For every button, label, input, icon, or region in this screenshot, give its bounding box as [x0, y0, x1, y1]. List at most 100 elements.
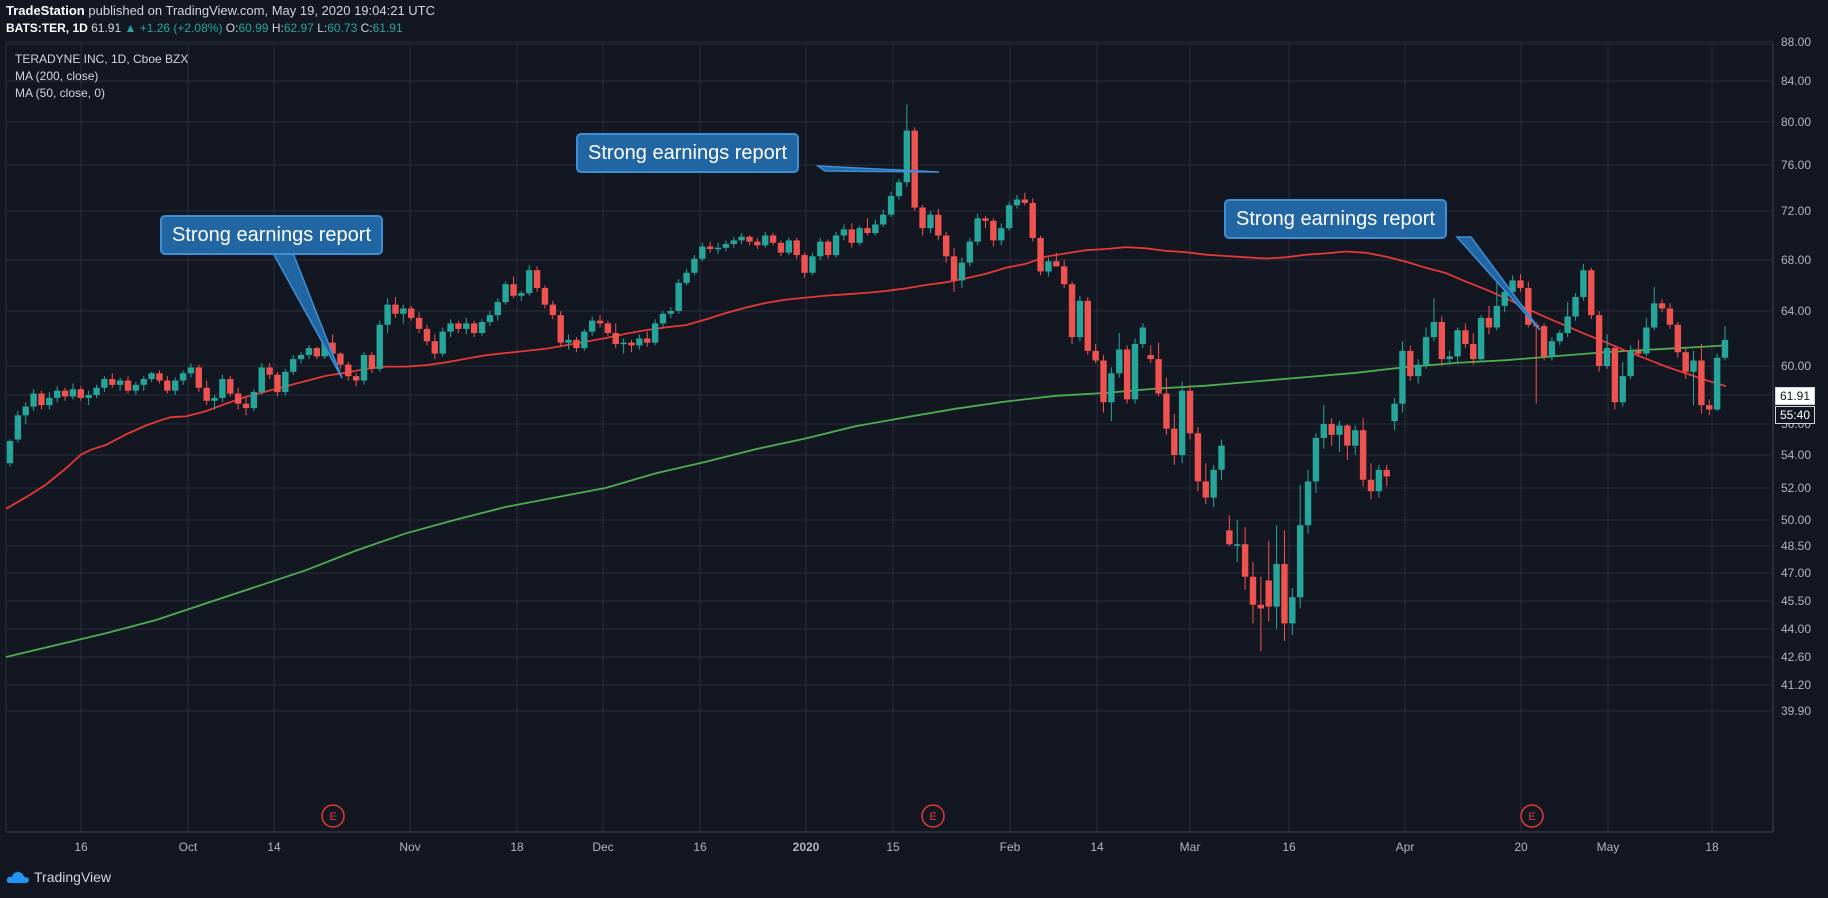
candle[interactable] [423, 324, 431, 346]
candle[interactable] [840, 224, 848, 241]
candle[interactable] [573, 337, 580, 353]
candle[interactable] [1320, 405, 1327, 449]
candle[interactable] [1572, 293, 1579, 321]
candle[interactable] [1068, 281, 1076, 344]
candle[interactable] [612, 323, 619, 349]
candle[interactable] [384, 298, 391, 333]
candle[interactable] [109, 373, 116, 388]
candle[interactable] [974, 213, 981, 246]
candle[interactable] [1525, 281, 1532, 328]
candle[interactable] [1171, 413, 1178, 465]
candle[interactable] [1666, 303, 1674, 329]
candle[interactable] [156, 370, 163, 384]
candle[interactable] [250, 389, 258, 411]
candle[interactable] [1202, 463, 1209, 504]
candle[interactable] [1123, 345, 1131, 404]
candle[interactable] [518, 290, 525, 301]
candle[interactable] [824, 239, 832, 259]
candle[interactable] [1108, 367, 1115, 422]
candle[interactable] [1005, 201, 1013, 231]
candle[interactable] [950, 247, 958, 292]
candle[interactable] [400, 304, 407, 324]
candle[interactable] [510, 276, 517, 299]
candle[interactable] [746, 235, 753, 246]
candle[interactable] [864, 218, 871, 236]
candle[interactable] [667, 307, 675, 318]
candle[interactable] [1698, 344, 1705, 414]
candle[interactable] [1721, 326, 1729, 361]
candle[interactable] [116, 377, 124, 391]
candle[interactable] [982, 215, 989, 229]
earnings-marker[interactable]: E [321, 804, 345, 828]
candle[interactable] [588, 316, 596, 336]
candle[interactable] [1084, 296, 1091, 355]
candle[interactable] [77, 386, 85, 401]
candle[interactable] [1635, 339, 1642, 355]
candle[interactable] [880, 209, 887, 227]
candle[interactable] [911, 127, 918, 211]
candle[interactable] [966, 237, 973, 267]
candle[interactable] [124, 376, 132, 394]
candle[interactable] [1383, 464, 1390, 487]
candle[interactable] [447, 319, 454, 338]
candle[interactable] [1713, 353, 1721, 411]
candle[interactable] [1422, 327, 1430, 369]
candle[interactable] [1060, 260, 1068, 289]
candle[interactable] [172, 377, 179, 395]
candle[interactable] [1241, 526, 1249, 590]
candle[interactable] [628, 339, 635, 353]
candle[interactable] [1226, 515, 1233, 546]
candle[interactable] [1131, 338, 1139, 404]
candle[interactable] [1391, 397, 1398, 431]
candle[interactable] [1218, 439, 1225, 480]
candle[interactable] [376, 320, 383, 372]
candle[interactable] [785, 237, 793, 256]
candle[interactable] [1304, 469, 1312, 534]
candle[interactable] [919, 205, 926, 236]
candle[interactable] [777, 240, 785, 257]
candle[interactable] [439, 327, 446, 357]
candle[interactable] [754, 237, 761, 249]
candle[interactable] [1556, 330, 1563, 346]
candle[interactable] [187, 363, 195, 378]
candle[interactable] [856, 225, 863, 246]
candle[interactable] [1454, 327, 1461, 362]
candle[interactable] [887, 191, 895, 218]
candle[interactable] [195, 364, 203, 393]
candle[interactable] [1139, 323, 1147, 349]
candle[interactable] [30, 389, 37, 411]
candle[interactable] [1053, 252, 1060, 267]
candle[interactable] [832, 231, 840, 258]
candle[interactable] [1186, 384, 1194, 440]
candle[interactable] [636, 334, 643, 350]
candle[interactable] [1281, 530, 1288, 641]
candle[interactable] [1611, 345, 1619, 410]
candle[interactable] [242, 396, 250, 416]
candle[interactable] [793, 237, 800, 259]
candle[interactable] [541, 285, 549, 309]
candle[interactable] [935, 208, 942, 241]
candle[interactable] [455, 320, 462, 333]
candle[interactable] [368, 352, 376, 374]
candle[interactable] [1336, 421, 1343, 452]
candle[interactable] [93, 384, 100, 398]
candle[interactable] [1116, 333, 1123, 378]
candle[interactable] [1194, 427, 1202, 492]
candle[interactable] [1234, 520, 1241, 563]
candle[interactable] [1344, 424, 1351, 460]
candle[interactable] [1100, 355, 1107, 413]
candle[interactable] [1462, 323, 1469, 349]
candle[interactable] [1706, 399, 1713, 416]
candle[interactable] [1517, 274, 1524, 292]
candle[interactable] [596, 315, 604, 328]
candle[interactable] [903, 104, 911, 187]
candle[interactable] [101, 376, 108, 393]
candle[interactable] [1493, 279, 1501, 331]
candle[interactable] [1375, 464, 1383, 498]
candle[interactable] [297, 352, 305, 364]
candle[interactable] [211, 395, 218, 410]
tradingview-brand[interactable]: TradingView [6, 869, 111, 885]
candle[interactable] [706, 241, 714, 253]
candle[interactable] [1619, 361, 1626, 407]
